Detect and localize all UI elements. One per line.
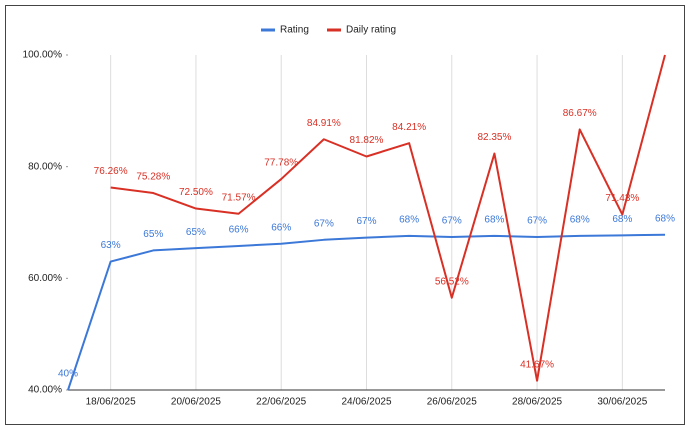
data-label: 75.28%	[136, 172, 170, 183]
y-tick-label: 40.00%	[28, 385, 62, 396]
data-label: 68%	[399, 215, 419, 226]
x-tick-label: 18/06/2025	[86, 397, 136, 408]
data-label: 68%	[570, 215, 590, 226]
legend-label: Daily rating	[346, 25, 396, 36]
y-tick-label: 60.00%	[28, 273, 62, 284]
data-label: 66%	[271, 222, 291, 233]
data-label: 65%	[186, 227, 206, 238]
x-tick-label: 30/06/2025	[597, 397, 647, 408]
data-label: 72.50%	[179, 187, 213, 198]
data-label: 86.67%	[563, 108, 597, 119]
data-label: 84.21%	[392, 122, 426, 133]
y-tick-label: 80.00%	[28, 161, 62, 172]
data-label: 56.52%	[435, 276, 469, 287]
legend-label: Rating	[280, 25, 309, 36]
series-line	[67, 233, 666, 391]
data-label: 68%	[655, 213, 675, 224]
data-label: 67%	[527, 216, 547, 227]
data-label: 41.67%	[520, 359, 554, 370]
x-tick-label: 28/06/2025	[512, 397, 562, 408]
data-label: 71.57%	[222, 192, 256, 203]
data-label: 68%	[484, 215, 504, 226]
data-label: 71.43%	[605, 193, 639, 204]
x-tick-label: 24/06/2025	[341, 397, 391, 408]
x-tick-label: 22/06/2025	[256, 397, 306, 408]
data-label: 81.82%	[350, 135, 384, 146]
y-tick-label: 100.00%	[23, 50, 63, 61]
data-label: 67%	[442, 216, 462, 227]
data-label: 67%	[314, 218, 334, 229]
chart-frame	[5, 5, 685, 425]
data-label: 40%	[58, 369, 78, 380]
data-label: 67%	[356, 216, 376, 227]
data-label: 76.26%	[94, 166, 128, 177]
x-tick-label: 20/06/2025	[171, 397, 221, 408]
series-line	[110, 54, 666, 382]
data-label: 65%	[143, 229, 163, 240]
data-label: 66%	[229, 225, 249, 236]
data-label: 84.91%	[307, 118, 341, 129]
x-tick-label: 26/06/2025	[427, 397, 477, 408]
data-label: 77.78%	[264, 158, 298, 169]
data-label: 82.35%	[477, 132, 511, 143]
data-label: 63%	[101, 240, 121, 251]
data-label: 68%	[612, 214, 632, 225]
